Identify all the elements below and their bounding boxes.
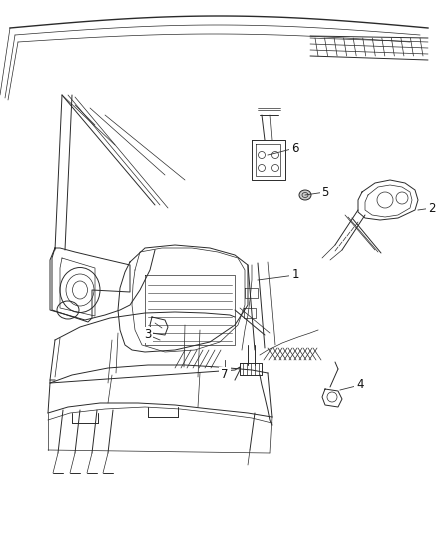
Text: 2: 2 <box>428 201 436 214</box>
Text: 5: 5 <box>321 185 328 198</box>
Text: 7: 7 <box>221 368 229 382</box>
Text: 4: 4 <box>356 378 364 392</box>
Text: 6: 6 <box>291 141 299 155</box>
Text: 1: 1 <box>291 269 299 281</box>
Ellipse shape <box>299 190 311 200</box>
Text: 3: 3 <box>144 328 152 342</box>
